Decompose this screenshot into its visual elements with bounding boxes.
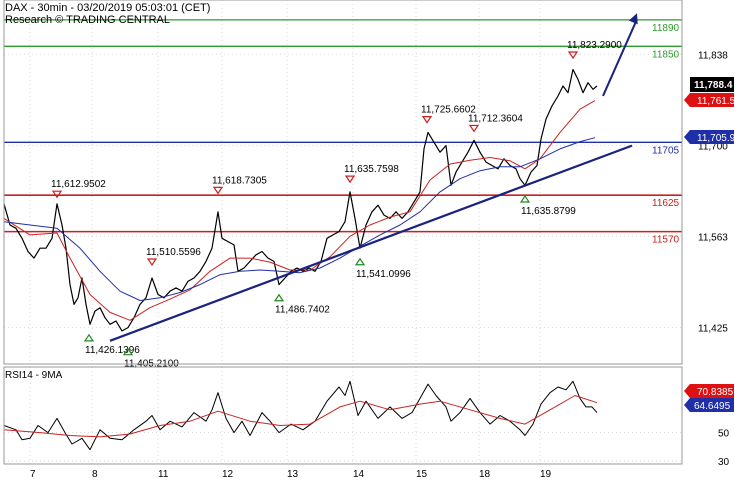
low-marker-icon bbox=[519, 194, 531, 203]
chart-subtitle: Research © TRADING CENTRAL bbox=[5, 14, 170, 26]
high-label: 11,725.6602 bbox=[421, 105, 476, 116]
high-label: 11,618.7305 bbox=[212, 175, 267, 186]
svg-text:11,705.9: 11,705.9 bbox=[697, 133, 735, 144]
level-label: 11890 bbox=[652, 23, 680, 34]
low-label: 11,635.8799 bbox=[521, 206, 576, 217]
projection-arrow-line bbox=[602, 18, 638, 97]
svg-text:64.6495: 64.6495 bbox=[694, 401, 731, 412]
axis-layer: 7 8 11 12 13 14 15 18 19 11,838 11,700 11,563 11,425… bbox=[30, 50, 730, 480]
svg-text:70.8385: 70.8385 bbox=[697, 387, 734, 398]
high-marker-icon bbox=[146, 258, 158, 267]
high-label: 11,712.3604 bbox=[468, 113, 523, 124]
rsi-y-tick-label: 50 bbox=[718, 429, 730, 440]
level-label: 11705 bbox=[652, 145, 680, 156]
low-marker-icon bbox=[273, 293, 285, 302]
x-tick-label: 14 bbox=[353, 469, 365, 480]
levels-layer: 11890 11850 11705 11625 11570 bbox=[4, 19, 682, 246]
high-marker-icon bbox=[567, 51, 579, 60]
series-ma_slow bbox=[3, 137, 596, 301]
low-marker-icon bbox=[122, 347, 134, 356]
low-marker-icon bbox=[83, 333, 95, 342]
x-tick-label: 15 bbox=[416, 469, 428, 480]
level-label: 11570 bbox=[652, 235, 680, 246]
chart-title: DAX - 30min - 03/20/2019 05:03:01 (CET) bbox=[5, 2, 210, 14]
x-tick-label: 19 bbox=[540, 469, 552, 480]
rsi-ma-tag: 70.8385 bbox=[684, 384, 734, 398]
red-ma-tag: 11,761.5 bbox=[684, 93, 735, 107]
projection-arrow-head bbox=[628, 13, 638, 25]
x-tick-label: 12 bbox=[222, 469, 234, 480]
y-tick-label: 11,425 bbox=[698, 324, 728, 335]
rsi-panel-title: RSI14 - 9MA bbox=[5, 370, 63, 381]
y-tick-label: 11,563 bbox=[698, 232, 728, 243]
rsi-value-tag: 64.6495 bbox=[684, 398, 734, 412]
high-label: 11,635.7598 bbox=[344, 164, 399, 175]
rsi-y-tick-label: 30 bbox=[718, 457, 730, 468]
high-marker-icon bbox=[51, 190, 63, 199]
y-tick-label: 11,838 bbox=[698, 50, 728, 61]
x-tick-label: 18 bbox=[479, 469, 491, 480]
high-label: 11,510.5596 bbox=[146, 247, 201, 258]
svg-text:11,761.5: 11,761.5 bbox=[697, 96, 735, 107]
high-marker-icon bbox=[212, 186, 224, 195]
trendline bbox=[109, 144, 633, 342]
low-label: 11,486.7402 bbox=[275, 305, 330, 316]
level-label: 11625 bbox=[652, 198, 680, 209]
y-tick-label: 11,700 bbox=[698, 142, 728, 153]
low-label: 11,426.1396 bbox=[85, 345, 140, 356]
x-tick-label: 7 bbox=[30, 469, 36, 480]
x-tick-label: 8 bbox=[92, 469, 98, 480]
high-marker-icon bbox=[421, 116, 433, 124]
high-marker-icon bbox=[344, 175, 356, 184]
low-label: 11,541.0996 bbox=[356, 269, 411, 280]
level-label: 11850 bbox=[652, 49, 680, 60]
high-label: 11,823.2900 bbox=[567, 40, 622, 51]
price-panel-frame bbox=[3, 0, 683, 365]
price-tag: 11,788.4 bbox=[690, 77, 734, 92]
high-label: 11,612.9502 bbox=[51, 179, 106, 190]
svg-text:11,788.4: 11,788.4 bbox=[694, 80, 733, 91]
x-tick-label: 11 bbox=[158, 469, 169, 480]
x-tick-label: 13 bbox=[287, 469, 299, 480]
rsi-series-ma bbox=[3, 395, 598, 438]
high-marker-icon bbox=[468, 124, 480, 133]
low-marker-icon bbox=[354, 257, 366, 266]
blue-ma-tag: 11,705.9 bbox=[684, 130, 735, 144]
